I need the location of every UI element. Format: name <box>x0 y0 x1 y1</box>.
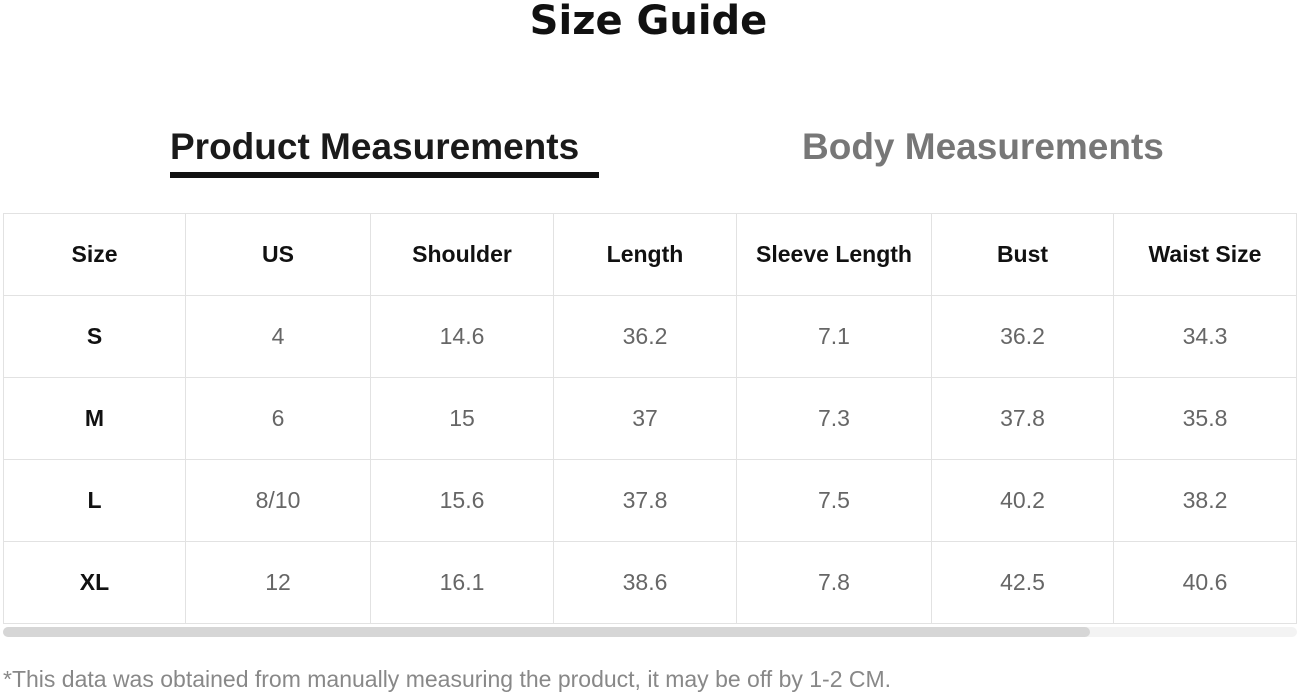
column-header: Waist Size <box>1113 213 1297 296</box>
table-cell: 14.6 <box>370 295 554 378</box>
table-row: M 6 15 37 7.3 37.8 35.8 <box>3 377 1297 460</box>
size-table: Size US Shoulder Length Sleeve Length Bust Wai… <box>3 213 1297 624</box>
size-cell: L <box>3 459 186 542</box>
tab-body-measurements[interactable]: Body Measurements <box>802 126 1164 167</box>
column-header: Bust <box>931 213 1114 296</box>
table-cell: 7.1 <box>736 295 932 378</box>
table-cell: 15 <box>370 377 554 460</box>
column-header: Size <box>3 213 186 296</box>
column-header: Shoulder <box>370 213 554 296</box>
page-title: Size Guide <box>529 0 768 44</box>
table-cell: 40.6 <box>1113 541 1297 624</box>
table-cell: 6 <box>185 377 371 460</box>
column-header: Sleeve Length <box>736 213 932 296</box>
table-cell: 7.8 <box>736 541 932 624</box>
size-cell: M <box>3 377 186 460</box>
table-cell: 8/10 <box>185 459 371 542</box>
size-cell: S <box>3 295 186 378</box>
table-row: S 4 14.6 36.2 7.1 36.2 34.3 <box>3 295 1297 378</box>
footnote: *This data was obtained from manually me… <box>3 666 892 692</box>
table-cell: 16.1 <box>370 541 554 624</box>
table-row: XL 12 16.1 38.6 7.8 42.5 40.6 <box>3 541 1297 624</box>
table-cell: 37 <box>553 377 737 460</box>
table-cell: 37.8 <box>553 459 737 542</box>
table-cell: 40.2 <box>931 459 1114 542</box>
table-cell: 38.2 <box>1113 459 1297 542</box>
table-cell: 36.2 <box>931 295 1114 378</box>
horizontal-scrollbar-thumb[interactable] <box>3 627 1090 637</box>
table-header-row: Size US Shoulder Length Sleeve Length Bust Wai… <box>3 213 1297 296</box>
table-cell: 35.8 <box>1113 377 1297 460</box>
table-cell: 37.8 <box>931 377 1114 460</box>
table-cell: 7.3 <box>736 377 932 460</box>
column-header: US <box>185 213 371 296</box>
column-header: Length <box>553 213 737 296</box>
size-cell: XL <box>3 541 186 624</box>
tab-product-measurements[interactable]: Product Measurements <box>170 126 580 167</box>
table-cell: 38.6 <box>553 541 737 624</box>
table-cell: 15.6 <box>370 459 554 542</box>
table-cell: 7.5 <box>736 459 932 542</box>
table-row: L 8/10 15.6 37.8 7.5 40.2 38.2 <box>3 459 1297 542</box>
active-tab-indicator <box>170 172 599 178</box>
table-cell: 34.3 <box>1113 295 1297 378</box>
table-cell: 4 <box>185 295 371 378</box>
table-cell: 36.2 <box>553 295 737 378</box>
table-cell: 12 <box>185 541 371 624</box>
table-cell: 42.5 <box>931 541 1114 624</box>
